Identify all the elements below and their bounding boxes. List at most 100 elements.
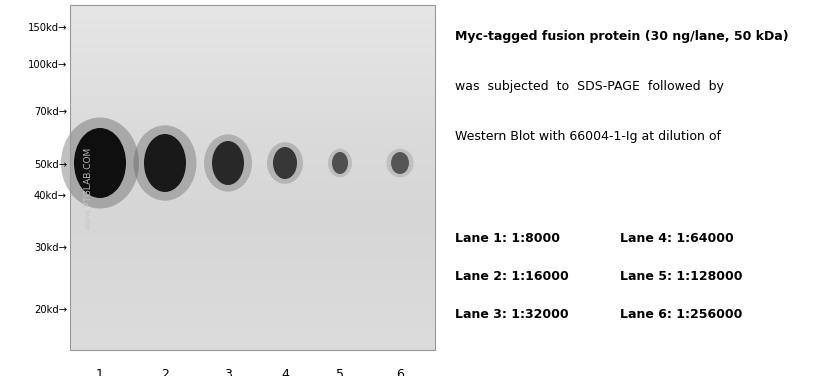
Bar — [70, 171, 435, 174]
Ellipse shape — [267, 142, 303, 184]
Bar — [70, 257, 435, 260]
Text: Western Blot with 66004-1-Ig at dilution of: Western Blot with 66004-1-Ig at dilution… — [455, 130, 721, 143]
Bar — [70, 322, 435, 326]
Text: 30kd→: 30kd→ — [34, 243, 67, 253]
Text: Lane 4: 1:64000: Lane 4: 1:64000 — [620, 232, 734, 245]
Bar — [70, 84, 435, 88]
Bar — [70, 57, 435, 60]
Bar — [70, 122, 435, 126]
Text: Myc-tagged fusion protein (30 ng/lane, 50 kDa): Myc-tagged fusion protein (30 ng/lane, 5… — [455, 30, 788, 43]
Bar — [70, 160, 435, 164]
Bar — [70, 146, 435, 150]
Bar — [70, 88, 435, 91]
Bar — [70, 243, 435, 247]
Bar — [70, 226, 435, 229]
Bar — [70, 39, 435, 43]
Bar — [70, 236, 435, 240]
Bar — [70, 150, 435, 153]
Text: 2: 2 — [161, 368, 169, 376]
Bar — [70, 329, 435, 333]
Bar — [70, 46, 435, 50]
Bar — [70, 36, 435, 39]
Bar — [70, 91, 435, 95]
Bar — [70, 77, 435, 81]
Bar — [70, 219, 435, 222]
Bar — [70, 64, 435, 67]
Ellipse shape — [134, 125, 197, 201]
Bar — [70, 67, 435, 71]
Bar — [70, 98, 435, 102]
Bar — [70, 126, 435, 129]
Bar — [70, 109, 435, 112]
Bar — [70, 174, 435, 177]
Bar — [70, 336, 435, 340]
Bar — [70, 347, 435, 350]
Text: 20kd→: 20kd→ — [34, 305, 67, 315]
Bar — [70, 26, 435, 29]
Bar — [70, 291, 435, 295]
Bar — [70, 326, 435, 329]
Bar — [70, 271, 435, 274]
Bar — [70, 112, 435, 115]
Bar — [70, 202, 435, 205]
Bar — [70, 12, 435, 15]
Ellipse shape — [144, 134, 186, 192]
Bar — [70, 95, 435, 98]
Bar — [70, 305, 435, 309]
Bar — [70, 312, 435, 315]
Bar — [70, 247, 435, 250]
Ellipse shape — [212, 141, 244, 185]
Bar — [70, 157, 435, 160]
Bar — [70, 50, 435, 53]
Bar — [70, 188, 435, 191]
Bar — [70, 177, 435, 181]
Bar — [70, 129, 435, 133]
Bar — [70, 8, 435, 12]
Ellipse shape — [273, 147, 297, 179]
Bar — [70, 5, 435, 8]
Bar — [70, 181, 435, 184]
Bar — [70, 233, 435, 236]
Bar — [70, 205, 435, 209]
Bar — [70, 288, 435, 291]
Text: 50kd→: 50kd→ — [34, 160, 67, 170]
Bar — [70, 319, 435, 322]
Text: Lane 6: 1:256000: Lane 6: 1:256000 — [620, 308, 743, 321]
Bar — [70, 33, 435, 36]
Bar — [70, 267, 435, 271]
Bar — [70, 333, 435, 336]
Bar — [70, 285, 435, 288]
Bar — [70, 212, 435, 215]
Ellipse shape — [328, 149, 352, 177]
Text: Lane 3: 1:32000: Lane 3: 1:32000 — [455, 308, 569, 321]
Bar — [70, 133, 435, 136]
Bar — [70, 53, 435, 57]
Text: was  subjected  to  SDS-PAGE  followed  by: was subjected to SDS-PAGE followed by — [455, 80, 724, 93]
Ellipse shape — [204, 134, 252, 192]
Bar — [70, 198, 435, 202]
Bar — [70, 60, 435, 64]
Bar — [70, 81, 435, 84]
Bar — [70, 260, 435, 264]
Bar — [70, 253, 435, 257]
Bar — [70, 19, 435, 22]
Text: 40kd→: 40kd→ — [34, 191, 67, 201]
Bar — [70, 167, 435, 171]
Bar — [70, 277, 435, 281]
Text: 5: 5 — [336, 368, 344, 376]
Bar — [70, 240, 435, 243]
Bar — [70, 15, 435, 19]
Bar — [70, 343, 435, 347]
Bar — [70, 29, 435, 33]
Ellipse shape — [387, 149, 414, 177]
Bar — [70, 229, 435, 233]
Bar — [70, 315, 435, 319]
Text: 150kd→: 150kd→ — [28, 23, 67, 33]
Bar — [70, 281, 435, 285]
Bar — [70, 195, 435, 198]
Bar — [70, 22, 435, 26]
Bar — [70, 153, 435, 157]
Bar — [70, 295, 435, 298]
Text: 100kd→: 100kd→ — [28, 60, 67, 70]
Bar — [70, 222, 435, 226]
